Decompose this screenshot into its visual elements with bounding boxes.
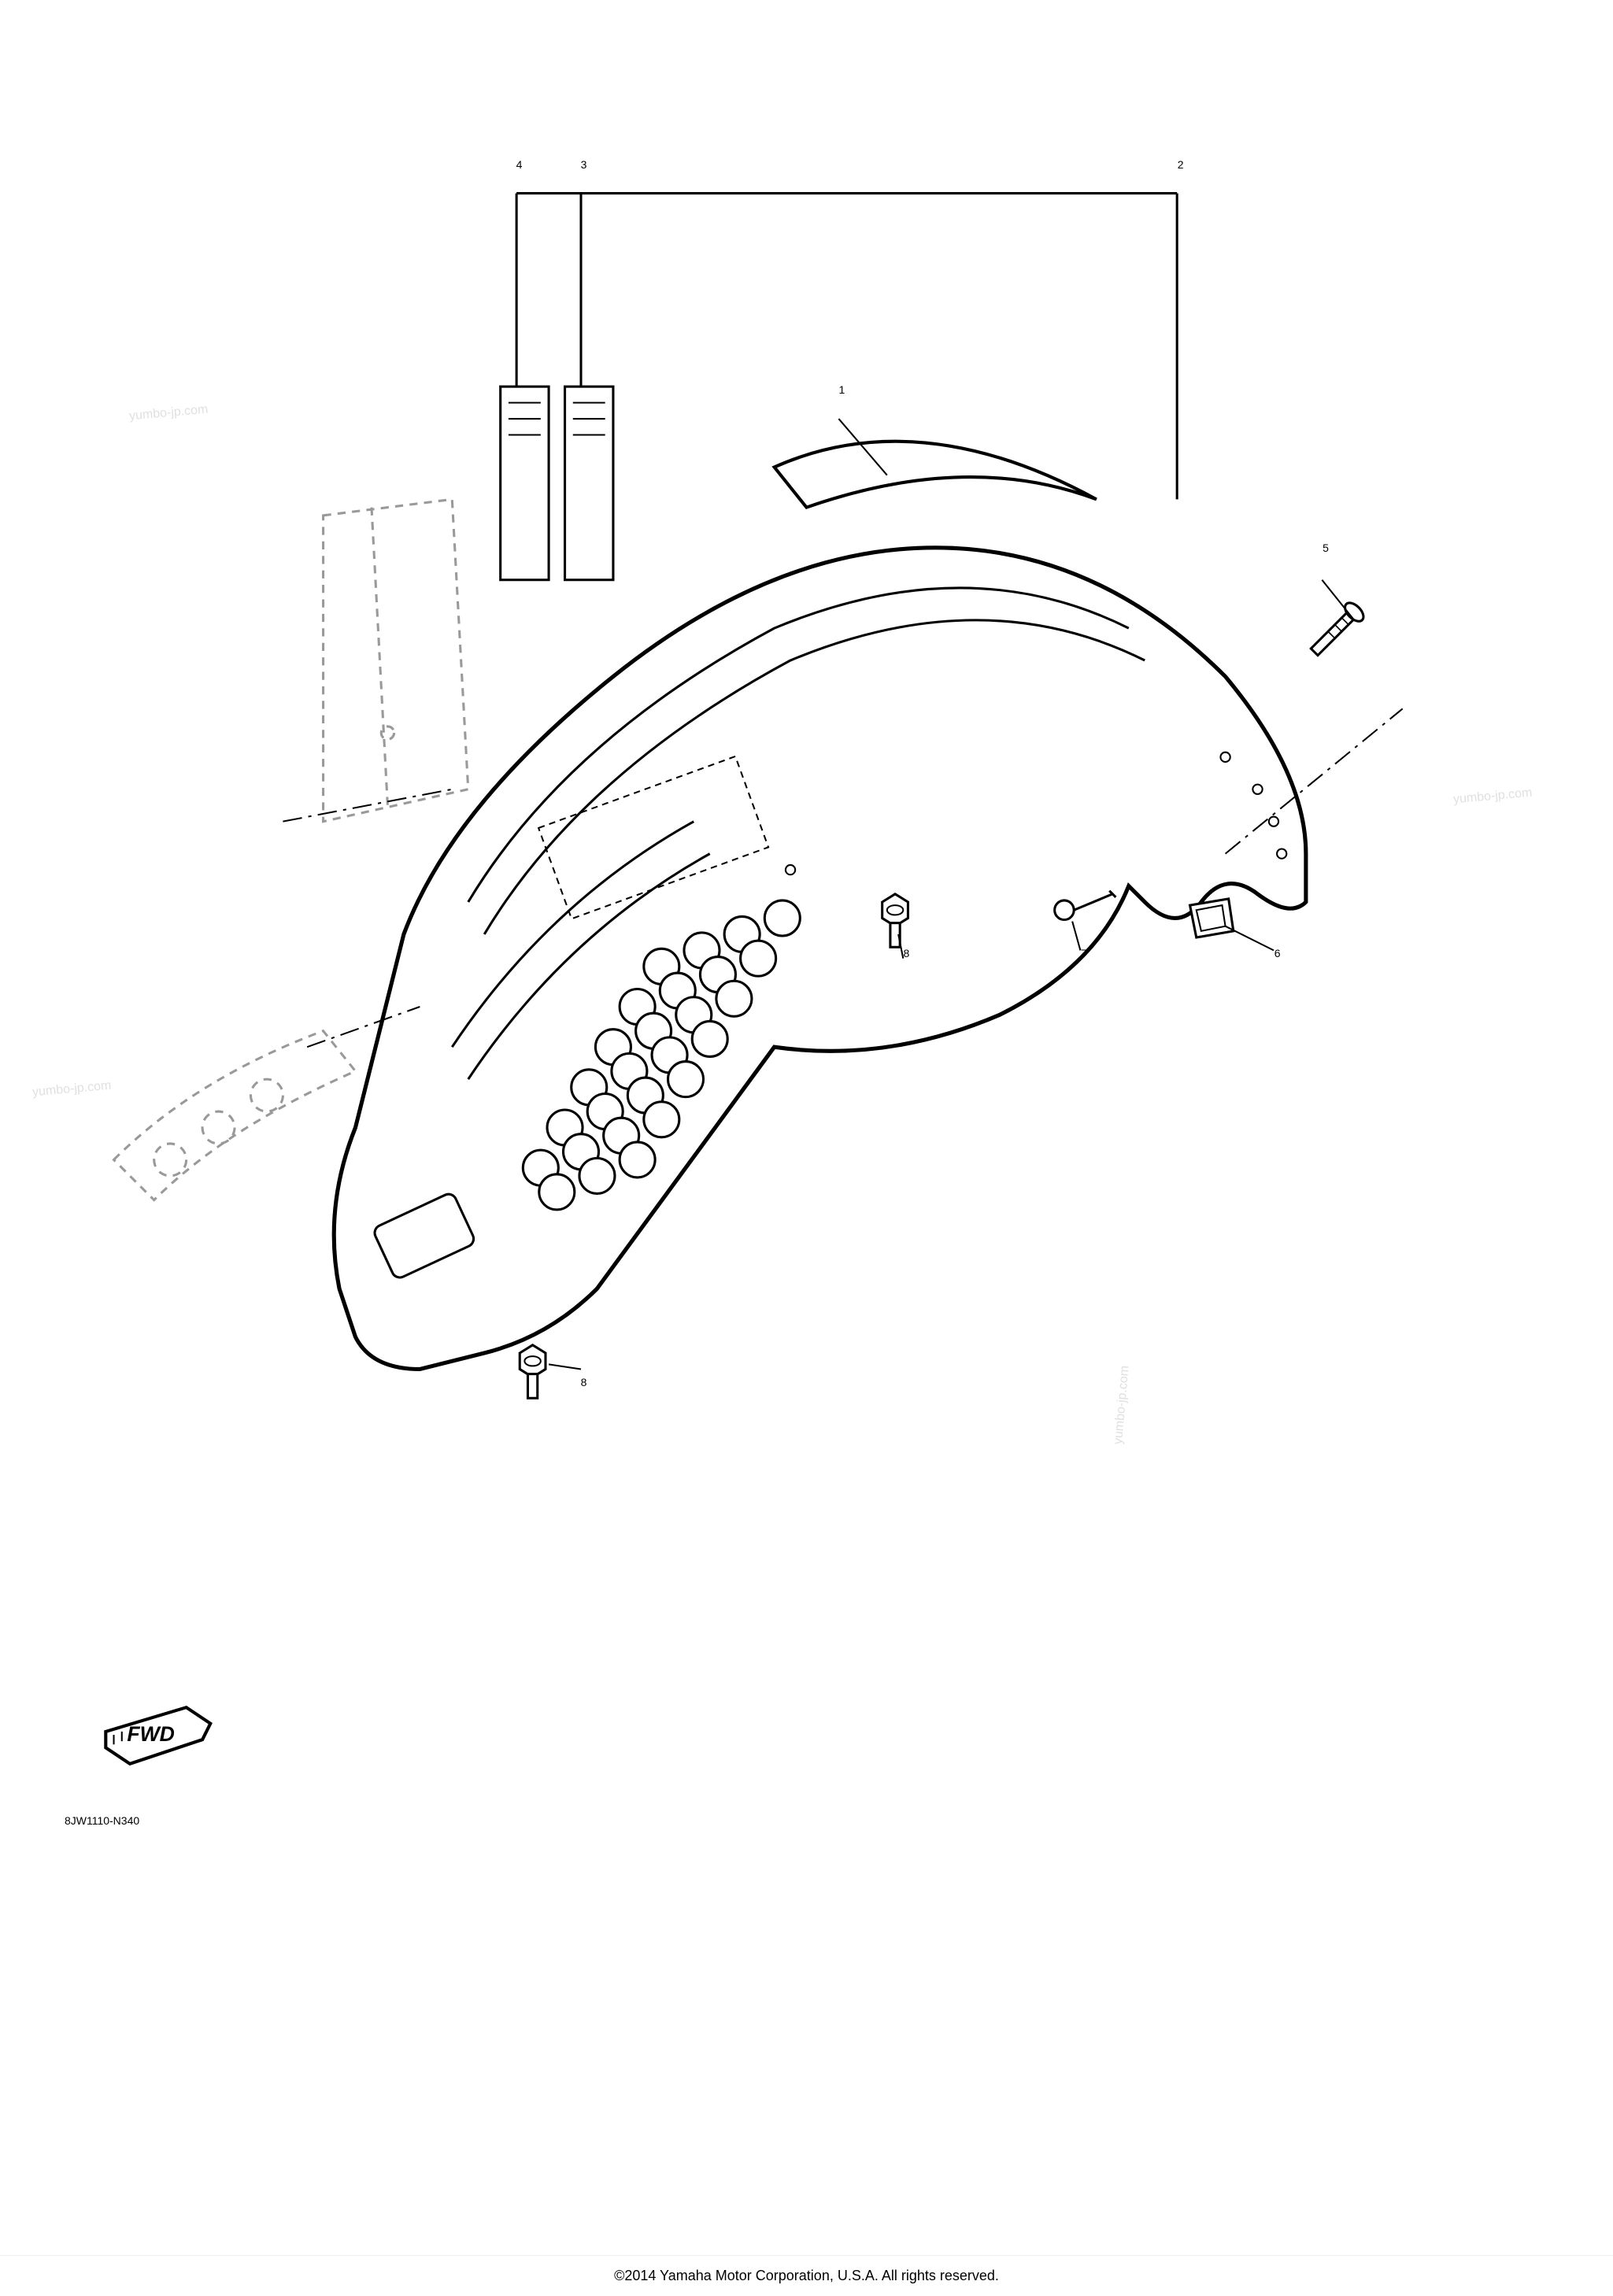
main-content: FWD yumbo-jp.com yumbo-jp.com yumbo-jp.c… bbox=[0, 0, 1613, 2296]
callout-6[interactable]: 6 bbox=[1274, 947, 1281, 959]
callout-2[interactable]: 2 bbox=[1178, 158, 1184, 171]
diagram-code: 8JW1110-N340 bbox=[65, 1814, 139, 1827]
callout-8a[interactable]: 8 bbox=[903, 947, 909, 959]
callout-3[interactable]: 3 bbox=[581, 158, 587, 171]
callout-5[interactable]: 5 bbox=[1323, 542, 1329, 554]
callout-7[interactable]: 7 bbox=[1081, 947, 1087, 959]
copyright-text: ©2014 Yamaha Motor Corporation, U.S.A. A… bbox=[0, 2255, 1613, 2296]
callout-8b[interactable]: 8 bbox=[581, 1376, 587, 1388]
svg-text:FWD: FWD bbox=[127, 1722, 175, 1746]
callout-4[interactable]: 4 bbox=[516, 158, 523, 171]
diagram-image[interactable]: FWD yumbo-jp.com yumbo-jp.com yumbo-jp.c… bbox=[0, 0, 1613, 2255]
callout-1[interactable]: 1 bbox=[838, 383, 845, 396]
diagram-container: FWD yumbo-jp.com yumbo-jp.com yumbo-jp.c… bbox=[0, 0, 1613, 2296]
diagram-svg: FWD bbox=[0, 0, 1613, 2255]
content-area: FWD yumbo-jp.com yumbo-jp.com yumbo-jp.c… bbox=[0, 0, 1613, 2296]
